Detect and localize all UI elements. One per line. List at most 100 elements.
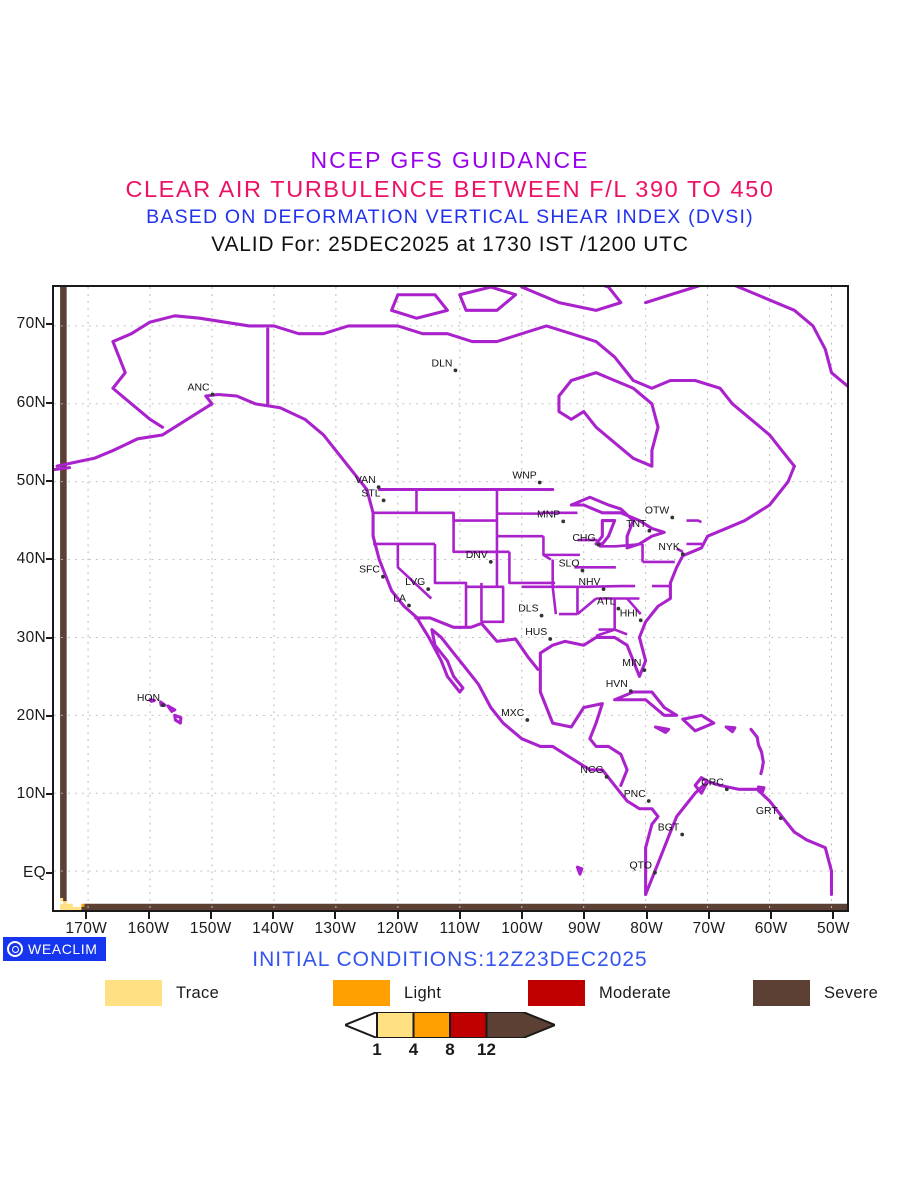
title-valid-time: VALID For: 25DEC2025 at 1730 IST /1200 U…: [211, 233, 689, 256]
longitude-tick: [334, 912, 337, 919]
title-subtitle-cat: CLEAR AIR TURBULENCE BETWEEN F/L 390 TO …: [125, 176, 775, 202]
city-label: LVG: [405, 577, 425, 588]
latitude-tick: [46, 558, 53, 561]
longitude-tick-label: 130W: [314, 920, 357, 937]
latitude-tick-label: 40N: [16, 550, 46, 568]
city-marker: [646, 799, 651, 803]
latitude-tick-label: 20N: [16, 707, 46, 725]
colorbar-wrap: 1 4 8 12: [0, 1012, 900, 1060]
initial-conditions-label: INITIAL CONDITIONS:12Z23DEC2025: [252, 948, 648, 971]
city-label: LA: [393, 594, 406, 605]
longitude-tick: [147, 912, 150, 919]
longitude-tick: [396, 912, 399, 919]
city-label: PNC: [624, 789, 647, 800]
city-label: GRT: [756, 806, 778, 817]
city-label: BGT: [658, 822, 680, 833]
latitude-tick-label: 70N: [16, 315, 46, 333]
legend-entry: Moderate: [528, 980, 671, 1006]
city-marker: [642, 668, 647, 673]
longitude-tick: [458, 912, 461, 919]
latitude-tick: [46, 479, 53, 482]
longitude-tick-label: 70W: [692, 920, 726, 937]
city-label: HUS: [525, 627, 547, 638]
city-labels: ANC DLN VAN STL WNP MNP OTW TNT CHG NYK DNV SLO SFC L…: [137, 358, 783, 875]
longitude-tick-label: 90W: [567, 920, 601, 937]
legend-label: Severe: [824, 983, 879, 1002]
legend-entry: Trace: [105, 980, 219, 1006]
legend-label: Trace: [176, 983, 220, 1002]
longitude-tick: [272, 912, 275, 919]
city-marker: [539, 613, 544, 618]
city-marker: [638, 618, 643, 623]
latitude-tick-label: 10N: [16, 785, 46, 803]
city-marker: [680, 832, 685, 837]
city-label: ATL: [597, 597, 616, 608]
city-marker: [724, 787, 729, 792]
city-marker: [381, 574, 385, 579]
turbulence-region-2: [81, 903, 85, 908]
longitude-tick-label: 160W: [127, 920, 170, 937]
latitude-tick-label: 30N: [16, 628, 46, 646]
legend-swatch: [333, 980, 390, 1006]
city-label: HVN: [606, 679, 628, 690]
city-label: ANC: [188, 382, 211, 393]
longitude-axis: 170W 160W 150W 140W 130W 120W 110W 100W 90W 80W 70…: [52, 912, 850, 942]
city-label: HHI: [620, 608, 638, 619]
turbulence-region-4: [60, 287, 847, 910]
city-marker: [601, 587, 606, 592]
city-marker: [453, 368, 458, 373]
latitude-tick: [46, 793, 53, 796]
page-title: NCEP GFS GUIDANCE: [310, 147, 590, 173]
city-label: SLO: [559, 558, 580, 569]
city-label: HON: [137, 693, 160, 704]
longitude-tick: [209, 912, 212, 919]
city-marker: [407, 603, 411, 608]
title-subtitle-dvsi: BASED ON DEFORMATION VERTICAL SHEAR INDE…: [146, 206, 754, 228]
city-marker: [616, 606, 621, 611]
city-label: NHV: [578, 577, 600, 588]
legend-swatch: [528, 980, 585, 1006]
map-canvas: ANC DLN VAN STL WNP MNP OTW TNT CHG NYK DNV SLO SFC L…: [54, 287, 847, 910]
colorbar-tick-label: 8: [445, 1040, 455, 1059]
city-marker: [596, 542, 601, 547]
latitude-tick-label: 50N: [16, 471, 46, 489]
longitude-tick: [770, 912, 773, 919]
city-marker: [210, 392, 215, 397]
city-label: TNT: [626, 519, 647, 530]
city-label: OTW: [645, 506, 670, 517]
city-marker: [161, 703, 165, 708]
colorbar-tick-label: 4: [408, 1040, 419, 1059]
city-marker: [561, 519, 566, 524]
city-label: CRC: [701, 777, 724, 788]
city-label: MXC: [501, 708, 525, 719]
longitude-tick-label: 110W: [439, 920, 481, 937]
city-label: WNP: [512, 470, 536, 481]
map-panel[interactable]: ANC DLN VAN STL WNP MNP OTW TNT CHG NYK DNV SLO SFC L…: [52, 285, 849, 912]
longitude-tick-label: 60W: [754, 920, 788, 937]
longitude-tick: [707, 912, 710, 919]
weaclim-label: WEACLIM: [28, 941, 98, 957]
longitude-tick: [645, 912, 648, 919]
longitude-tick-label: 50W: [817, 920, 850, 937]
longitude-tick-label: 120W: [376, 920, 419, 937]
colorbar-tick-label: 1: [372, 1040, 382, 1059]
category-legend: Trace Light Moderate Severe: [0, 980, 900, 1008]
longitude-tick-label: 140W: [252, 920, 294, 937]
colorbar-band: [376, 1012, 415, 1038]
city-marker: [376, 485, 381, 490]
longitude-tick: [583, 912, 586, 919]
title-block: NCEP GFS GUIDANCE CLEAR AIR TURBULENCE B…: [0, 146, 900, 259]
map-coastlines: [54, 287, 847, 896]
city-label: SFC: [359, 565, 380, 576]
legend-swatch: [105, 980, 162, 1006]
city-marker: [628, 689, 633, 694]
city-marker: [670, 515, 675, 520]
latitude-tick-label: 60N: [16, 393, 46, 411]
colorbar-over-arrow: [485, 1012, 555, 1038]
latitude-tick: [46, 715, 53, 718]
city-label: DLS: [518, 604, 538, 615]
city-label: CHG: [572, 533, 595, 544]
legend-label: Moderate: [599, 983, 672, 1002]
longitude-tick: [521, 912, 524, 919]
city-marker: [488, 560, 493, 564]
